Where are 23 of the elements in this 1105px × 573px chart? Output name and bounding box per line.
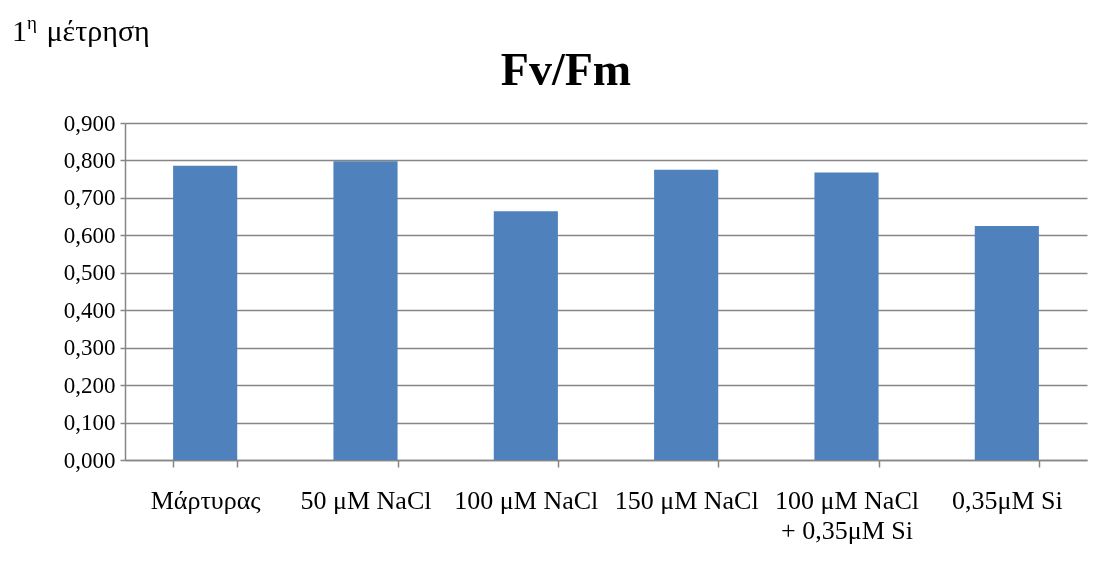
y-tick-label: 0,000 [63, 447, 116, 473]
bar [173, 165, 238, 460]
bar [814, 172, 879, 460]
y-tick-label: 0,300 [63, 335, 116, 361]
y-tick-label: 0,800 [63, 147, 116, 173]
x-tick-label: 0,35μM Si [951, 485, 1063, 515]
y-tick-label: 0,200 [63, 372, 116, 398]
bar [974, 225, 1039, 460]
y-tick-label: 0,400 [63, 297, 116, 323]
y-tick-label: 0,600 [63, 222, 116, 248]
x-tick-label: 100 μM NaCl [454, 485, 599, 515]
chart-title: Fv/Fm [500, 44, 632, 96]
y-tick-label: 0,700 [63, 185, 116, 211]
x-tick-label: 50 μM NaCl [300, 485, 432, 515]
bar [654, 169, 719, 460]
y-tick-label: 0,500 [63, 260, 116, 286]
x-tick-label: Μάρτυρας [150, 485, 262, 515]
bar [493, 211, 558, 460]
bar [333, 161, 398, 460]
x-tick-label: 100 μM NaCl + 0,35μM Si [775, 485, 919, 545]
y-tick-label: 0,900 [63, 110, 116, 136]
y-tick-label: 0,100 [63, 410, 116, 436]
x-tick-label: 150 μM NaCl [614, 485, 759, 515]
